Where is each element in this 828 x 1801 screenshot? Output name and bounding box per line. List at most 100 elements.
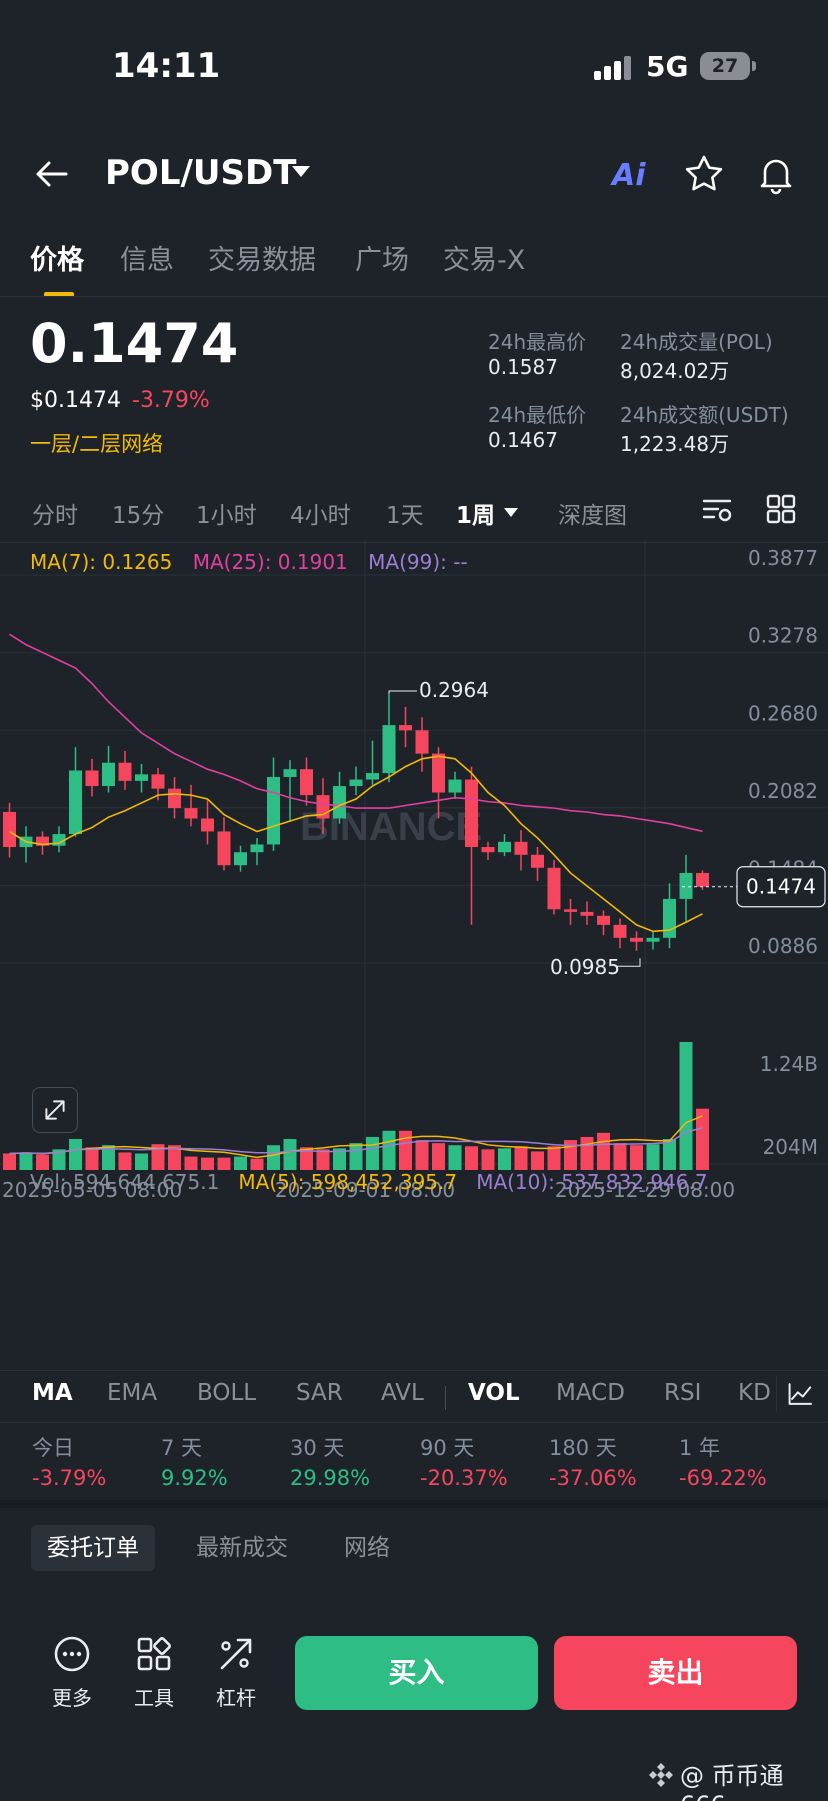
indicator-chart-icon[interactable] [776, 1376, 816, 1412]
volume-bar [547, 1146, 561, 1170]
indicator-vol[interactable]: VOL [468, 1380, 520, 1406]
volume-bar [283, 1139, 297, 1170]
perf-value-90d: -20.37% [420, 1466, 508, 1490]
volume-bar [333, 1148, 346, 1170]
candle [366, 773, 379, 780]
interval-4h[interactable]: 4小时 [290, 503, 351, 529]
volume-bar [432, 1143, 445, 1170]
perf-value-1y: -69.22% [679, 1466, 767, 1490]
indicator-rsi[interactable]: RSI [664, 1380, 702, 1406]
leverage-button[interactable]: 杠杆 [206, 1634, 266, 1711]
candle [597, 915, 610, 925]
candle [498, 841, 511, 853]
network-tag[interactable]: 一层/二层网络 [30, 432, 164, 456]
vol-ma5-line [9, 1115, 703, 1159]
pair-dropdown-icon[interactable] [292, 166, 310, 177]
indicator-macd[interactable]: MACD [556, 1380, 625, 1406]
candle [267, 776, 280, 845]
favorite-star-icon[interactable] [682, 152, 726, 196]
vol-usdt-label: 24h成交额(USDT) [620, 403, 789, 427]
candle [36, 836, 49, 846]
ma7-line [9, 755, 703, 933]
tab-open-orders[interactable]: 委托订单 [31, 1525, 155, 1571]
candle [531, 854, 544, 868]
vol-ma5-legend: MA(5): 598,452,395.7 [238, 1170, 458, 1194]
candle [52, 834, 66, 846]
candle [382, 725, 396, 774]
tools-button[interactable]: 工具 [124, 1634, 184, 1711]
low-annotation-line [615, 958, 641, 967]
tab-price[interactable]: 价格 [30, 245, 84, 276]
perf-label-90d: 90 天 [420, 1436, 475, 1460]
interval-depth[interactable]: 深度图 [558, 503, 627, 529]
candle [69, 770, 82, 835]
divider [0, 542, 828, 543]
interval-15m[interactable]: 15分 [112, 503, 165, 529]
last-price: 0.1474 [30, 312, 239, 375]
interval-1w[interactable]: 1周 [456, 503, 496, 529]
candle [696, 872, 709, 887]
more-button[interactable]: 更多 [42, 1634, 102, 1711]
pair-title[interactable]: POL/USDT [105, 153, 297, 193]
indicator-boll[interactable]: BOLL [197, 1380, 257, 1406]
tab-recent-trades[interactable]: 最新成交 [196, 1535, 288, 1561]
volume-bar [184, 1156, 198, 1170]
back-arrow-icon[interactable] [30, 152, 74, 196]
candle [118, 762, 132, 781]
tab-network[interactable]: 网络 [344, 1535, 390, 1561]
expand-chart-icon[interactable] [32, 1087, 78, 1133]
perf-value-today: -3.79% [32, 1466, 107, 1490]
volume-bar [613, 1143, 627, 1170]
divider [0, 296, 828, 297]
tab-info[interactable]: 信息 [120, 245, 174, 276]
interval-dropdown-icon[interactable] [504, 508, 518, 517]
tab-trading-data[interactable]: 交易数据 [208, 245, 316, 276]
interval-1d[interactable]: 1天 [386, 503, 424, 529]
buy-button[interactable]: 买入 [295, 1636, 538, 1710]
vol-axis-label: 1.24B [760, 1052, 818, 1076]
sell-button[interactable]: 卖出 [554, 1636, 797, 1710]
candle [613, 924, 627, 938]
vol-legend-value: Vol: 594,644,675.1 [30, 1170, 220, 1194]
candle [432, 753, 445, 793]
indicator-avl[interactable]: AVL [381, 1380, 424, 1406]
indicator-kd[interactable]: KD [738, 1380, 771, 1406]
last-price-tag: 0.1474 [746, 875, 816, 899]
status-time: 14:11 [112, 46, 221, 86]
candle [135, 774, 148, 781]
indicator-separator [445, 1386, 446, 1410]
volume-bar [201, 1157, 214, 1170]
price-chart[interactable]: BINANCE0.38770.32780.26800.20820.14840.0… [0, 540, 828, 1325]
ai-icon[interactable]: Ai [612, 158, 646, 193]
indicator-tabs: MA EMA BOLL SAR AVL VOL MACD RSI KD [0, 1376, 828, 1416]
volume-bar [52, 1149, 66, 1170]
price-change: -3.79% [132, 388, 210, 413]
battery-icon: 27 [700, 52, 750, 80]
indicator-ma[interactable]: MA [32, 1380, 73, 1406]
network-label: 5G [646, 50, 689, 83]
indicator-settings-icon[interactable] [700, 492, 734, 526]
indicator-ema[interactable]: EMA [107, 1380, 158, 1406]
tab-square[interactable]: 广场 [355, 245, 409, 276]
layout-grid-icon[interactable] [764, 492, 798, 526]
perf-value-180d: -37.06% [549, 1466, 637, 1490]
candle [399, 725, 412, 731]
y-axis-label: 0.0886 [748, 934, 818, 958]
candle [201, 818, 214, 832]
volume-bar [19, 1152, 33, 1170]
candle [283, 769, 297, 777]
interval-timeshare[interactable]: 分时 [32, 503, 78, 529]
volume-bar [498, 1148, 511, 1170]
candle [679, 872, 693, 899]
tab-trade-x[interactable]: 交易-X [443, 245, 526, 276]
volume-bar [36, 1154, 49, 1170]
low-value: 0.1467 [488, 428, 558, 452]
leverage-label: 杠杆 [216, 1686, 256, 1710]
volume-bar [630, 1145, 643, 1170]
interval-1h[interactable]: 1小时 [196, 503, 257, 529]
ma99-legend: MA(99): -- [368, 550, 468, 574]
candle [646, 937, 660, 942]
alert-bell-icon[interactable] [754, 152, 798, 196]
indicator-sar[interactable]: SAR [296, 1380, 343, 1406]
volume-bar [448, 1145, 462, 1170]
